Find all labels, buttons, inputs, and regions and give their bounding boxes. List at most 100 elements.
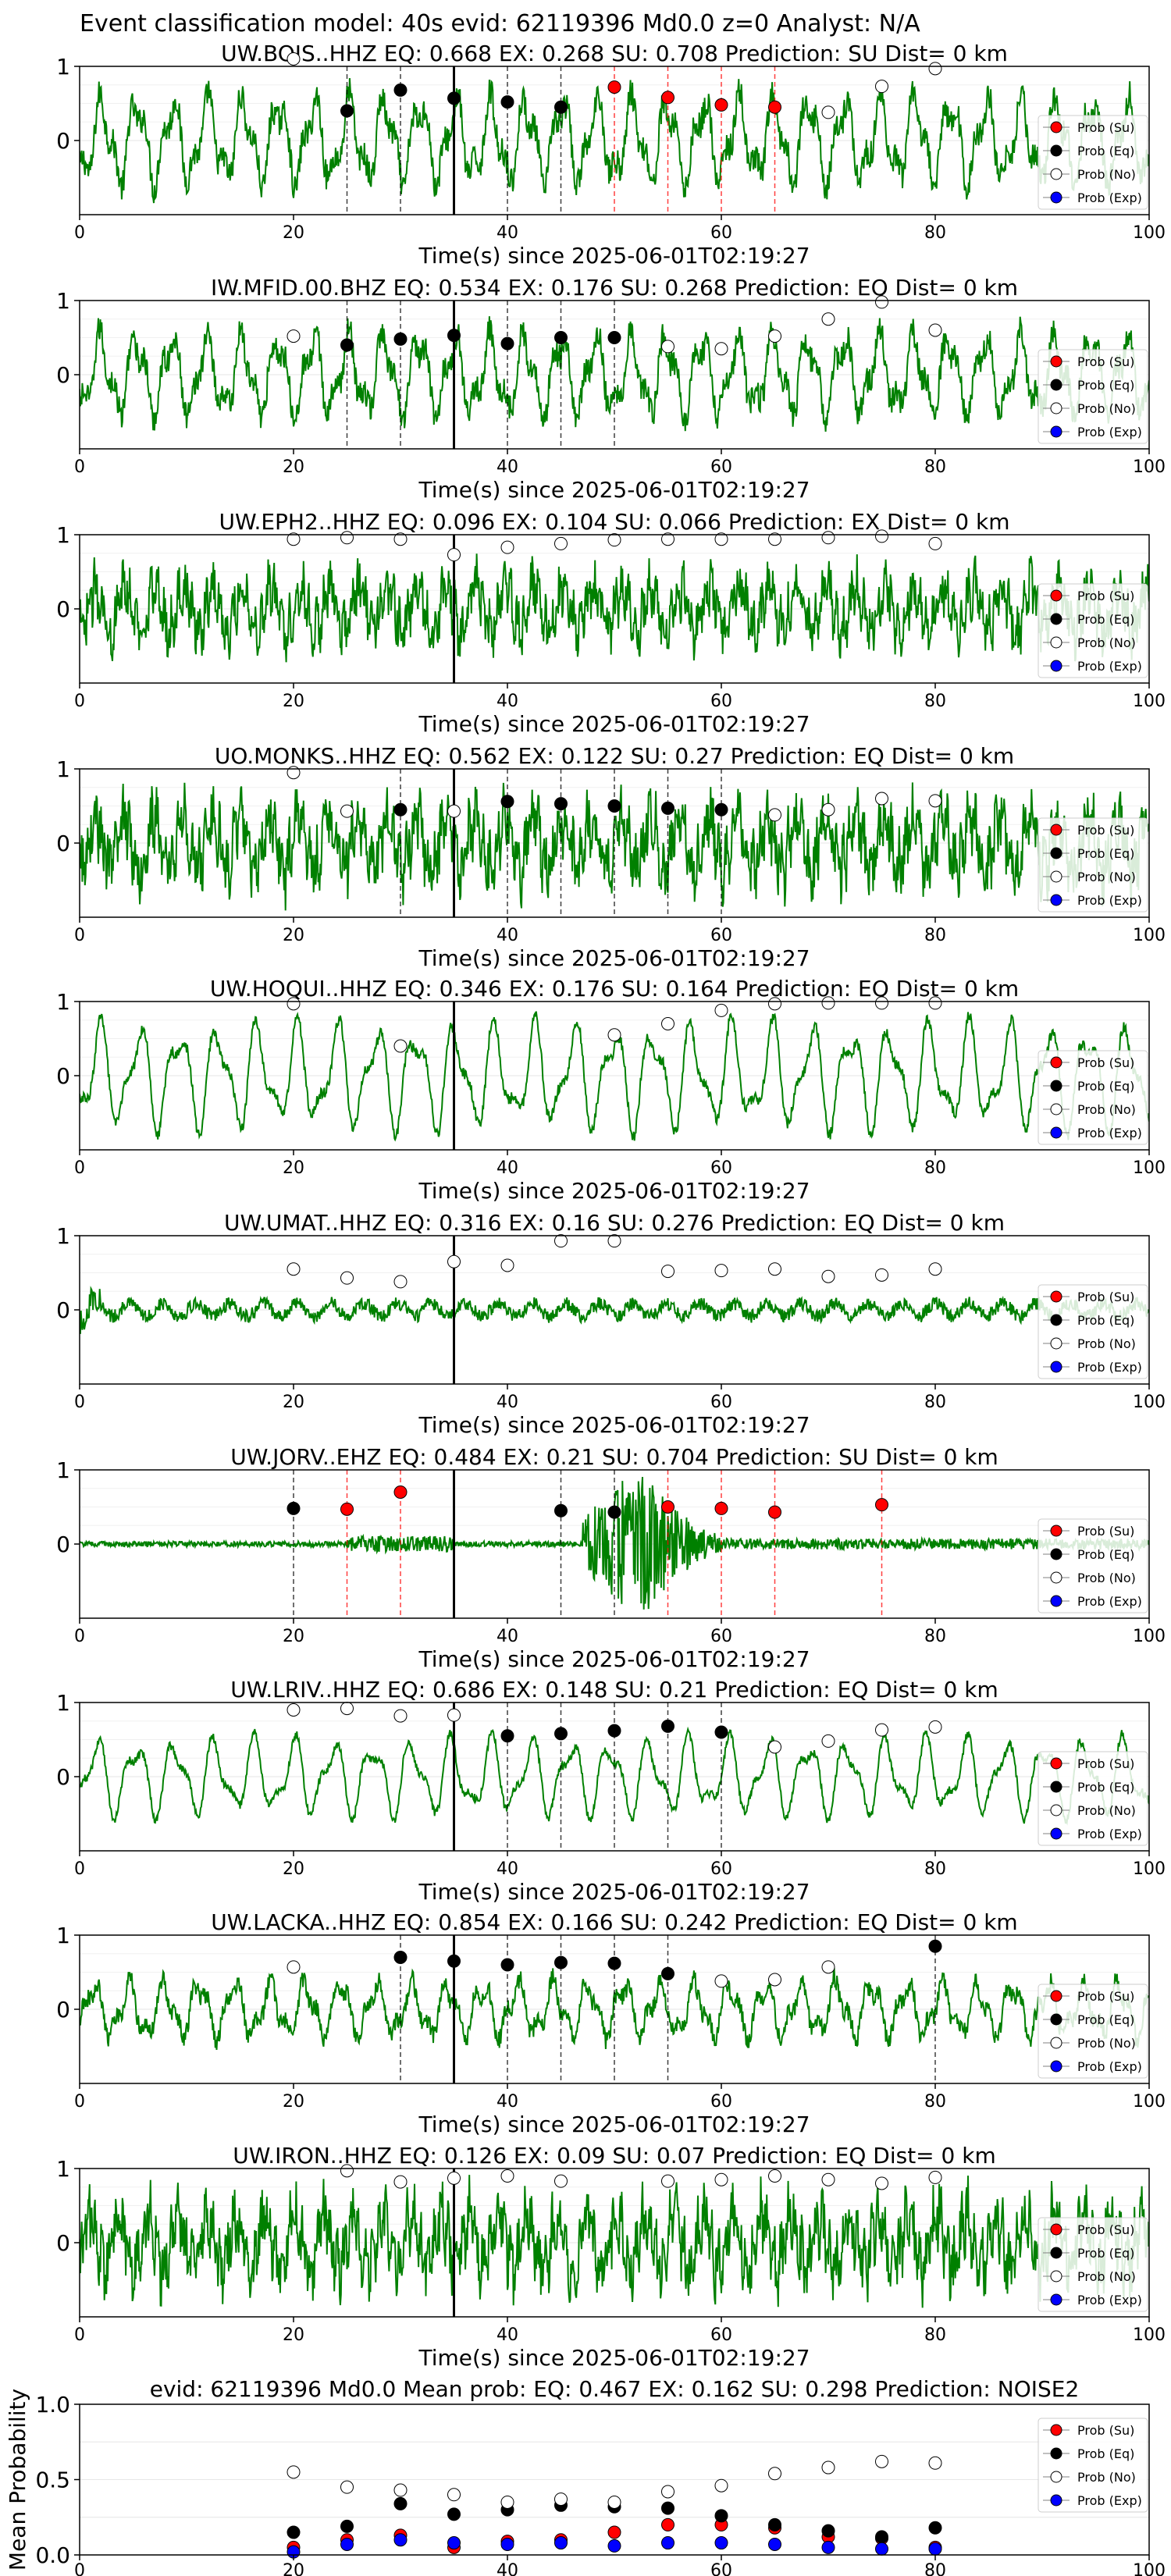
legend-marker-eq [1050,1080,1062,1092]
legend: Prob (Su) Prob (Eq) Prob (No) Prob (Exp) [1038,1751,1148,1846]
x-tick-label: 60 [710,2092,732,2112]
legend-marker-eq [1050,379,1062,391]
probability-point-no [393,1039,408,1053]
mean-point-no [661,2485,674,2499]
mean-point-exp [768,2537,781,2551]
probability-point-no [821,105,835,119]
legend: Prob (Su) Prob (Eq) Prob (No) Prob (Exp) [1038,1050,1148,1145]
y-tick-label: 1 [56,1690,70,1716]
probability-point-no [875,1723,888,1737]
legend-label-exp: Prob (Exp) [1077,893,1142,908]
legend-marker-no [1050,636,1062,649]
legend-label-no: Prob (No) [1077,870,1136,884]
probability-point-no [875,295,888,309]
y-axis-label: Mean Probability [5,2389,30,2571]
x-axis-label: Time(s) since 2025-06-01T02:19:27 [418,1879,810,1905]
legend-marker-eq [1050,1781,1062,1793]
probability-point-no [447,1708,461,1722]
x-tick-label: 80 [924,1393,946,1412]
probability-point-eq [500,1958,514,1972]
x-tick-label: 100 [1133,1627,1166,1646]
legend-label-su: Prob (Su) [1077,823,1134,838]
probability-point-eq [607,1724,621,1738]
probability-point-eq [607,331,621,344]
mean-point-no [607,2495,621,2509]
probability-point-su [768,100,781,114]
panel-title: UW.LACKA..HHZ EQ: 0.854 EX: 0.166 SU: 0.… [211,1909,1017,1935]
legend-box [1038,2217,1148,2312]
station-panel-0: UW.BOIS..HHZ EQ: 0.668 EX: 0.268 SU: 0.7… [56,41,1166,269]
probability-point-no [714,342,728,356]
mean-point-exp [821,2540,835,2554]
x-tick-label: 0 [74,457,85,477]
y-tick-label: 1 [56,1923,70,1948]
y-tick-label: 0 [56,1297,70,1323]
legend-box [1038,1284,1148,1379]
probability-point-no [554,1234,568,1248]
probability-point-no [768,1973,781,1987]
legend-label-no: Prob (No) [1077,1803,1136,1818]
x-tick-label: 80 [924,1859,946,1879]
probability-point-eq [928,1939,942,1953]
probability-point-eq [554,100,568,114]
x-axis-label: Time(s) since 2025-06-01T02:19:27 [418,1412,810,1438]
probability-point-no [287,1960,301,1974]
x-tick-label: 20 [283,926,304,945]
legend-label-su: Prob (Su) [1077,354,1134,369]
probability-point-no [661,532,674,546]
legend-label-exp: Prob (Exp) [1077,1360,1142,1375]
legend-marker-exp [1050,660,1062,672]
legend-marker-eq [1050,1314,1062,1326]
waveform-trace [80,1286,1149,1334]
mean-point-exp [340,2537,354,2551]
station-panel-8: UW.LACKA..HHZ EQ: 0.854 EX: 0.166 SU: 0.… [56,1909,1166,2137]
legend-marker-su [1050,1525,1062,1537]
x-tick-label: 60 [710,692,732,711]
legend-label-exp: Prob (Exp) [1077,1594,1142,1609]
legend-marker-exp [1050,1595,1062,1607]
legend-marker-no [1050,1571,1062,1584]
x-tick-label: 100 [1133,1158,1166,1178]
mean-point-no [393,2483,408,2497]
legend-label-no: Prob (No) [1077,1336,1136,1351]
legend-marker-exp [1050,425,1062,438]
legend-marker-exp [1050,1361,1062,1373]
mean-point-exp [554,2536,568,2550]
probability-point-su [661,1500,674,1514]
probability-point-eq [661,1719,674,1733]
x-tick-label: 80 [924,926,946,945]
probability-point-no [875,996,888,1010]
mean-point-eq [340,2519,354,2533]
legend-label-eq: Prob (Eq) [1077,2446,1134,2461]
legend-marker-no [1050,870,1062,883]
x-tick-label: 0 [74,692,85,711]
x-tick-label: 40 [497,926,518,945]
probability-point-no [554,536,568,550]
x-tick-label: 80 [924,457,946,477]
probability-point-no [928,794,942,808]
legend-label-su: Prob (Su) [1077,120,1134,135]
legend: Prob (Su) Prob (Eq) Prob (No) Prob (Exp) [1038,583,1148,678]
probability-point-no [875,2176,888,2190]
x-tick-label: 60 [710,457,732,477]
legend-label-eq: Prob (Eq) [1077,1547,1134,1562]
y-tick-label: 1 [56,1457,70,1483]
probability-point-eq [500,95,514,109]
x-tick-label: 20 [283,2561,304,2576]
probability-point-no [928,62,942,76]
probability-point-su [875,1498,888,1512]
probability-point-no [287,52,301,66]
legend-label-eq: Prob (Eq) [1077,378,1134,393]
probability-point-no [928,323,942,337]
legend-marker-eq [1050,144,1062,157]
probability-point-eq [714,802,728,817]
x-tick-label: 60 [710,926,732,945]
legend-marker-su [1050,2424,1062,2436]
y-tick-label: 0 [56,128,70,154]
legend-label-exp: Prob (Exp) [1077,425,1142,439]
legend-marker-eq [1050,2013,1062,2026]
station-panel-4: UW.HOQUI..HHZ EQ: 0.346 EX: 0.176 SU: 0.… [56,976,1166,1204]
mean-point-exp [500,2537,514,2551]
probability-point-eq [661,801,674,815]
probability-point-eq [393,332,408,346]
